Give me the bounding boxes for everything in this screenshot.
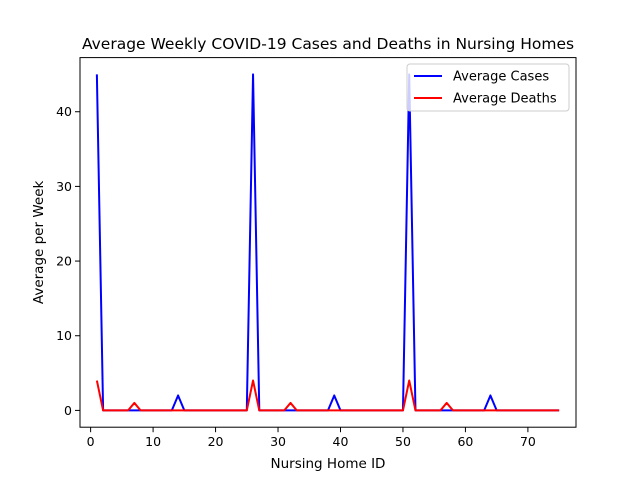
x-tick-label: 40 xyxy=(333,434,349,449)
y-tick-label: 10 xyxy=(56,328,72,343)
y-tick-label: 40 xyxy=(56,104,72,119)
legend-frame xyxy=(406,63,570,112)
x-tick-label: 50 xyxy=(395,434,411,449)
y-tick-label: 30 xyxy=(56,179,72,194)
x-tick-label: 70 xyxy=(520,434,536,449)
legend-label-average-cases: Average Cases xyxy=(453,70,549,85)
y-axis-label: Average per Week xyxy=(31,181,47,305)
y-axis: 0 10 20 30 40 xyxy=(56,104,80,418)
plot-frame xyxy=(79,57,577,428)
x-tick-label: 0 xyxy=(87,434,95,449)
x-tick-label: 60 xyxy=(457,434,473,449)
x-tick-label: 20 xyxy=(208,434,224,449)
series-line-average-cases xyxy=(95,73,560,412)
chart-title: Average Weekly COVID-19 Cases and Deaths… xyxy=(82,35,574,53)
legend-label-average-deaths: Average Deaths xyxy=(453,92,557,107)
legend: Average Cases Average Deaths xyxy=(406,63,570,112)
x-axis-label: Nursing Home ID xyxy=(271,456,386,472)
y-tick-label: 20 xyxy=(56,254,72,269)
series-line-average-deaths xyxy=(95,379,560,412)
x-axis: 0 10 20 30 40 50 60 70 xyxy=(87,427,536,449)
y-tick-label: 0 xyxy=(64,403,72,418)
x-tick-label: 10 xyxy=(145,434,161,449)
plot-content xyxy=(95,73,560,412)
x-tick-label: 30 xyxy=(270,434,286,449)
